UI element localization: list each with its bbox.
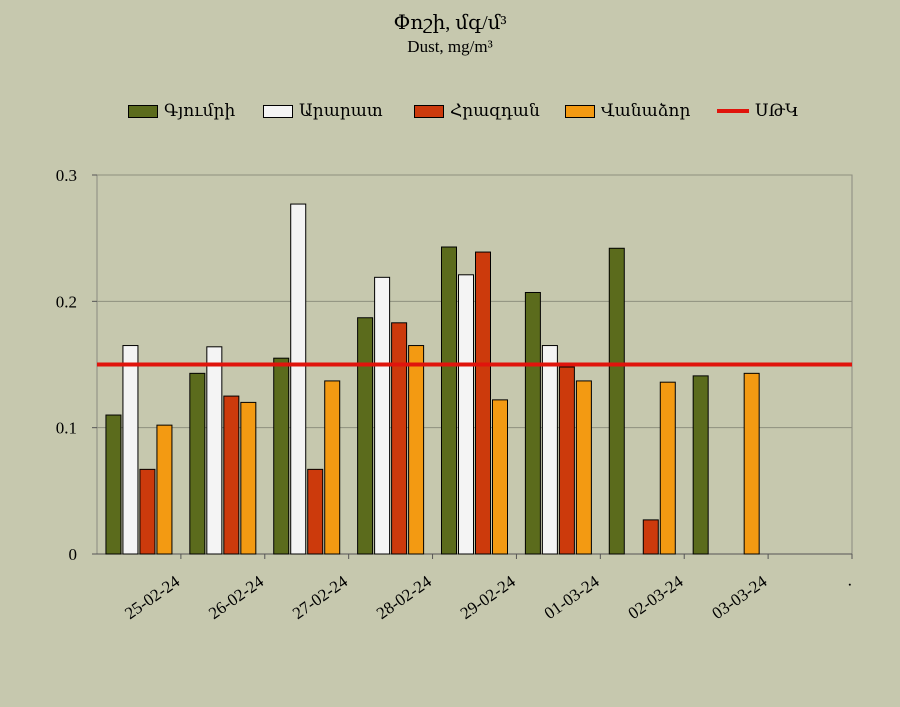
legend-label-series-3: Վանաձոր [601, 101, 691, 120]
legend-item-series-0: Գյումրի [128, 101, 235, 121]
y-tick-label: 0.1 [56, 419, 77, 438]
bar-series-3 [492, 399, 508, 555]
bar-series-1 [374, 276, 391, 555]
bar-series-0 [273, 357, 290, 555]
x-tick-label: 29-02-24 [457, 571, 519, 623]
bar-series-3 [743, 372, 760, 555]
chart-title-block: Փոշի, մգ/մ³ Dust, mg/m³ [0, 10, 900, 58]
x-tick-label: 25-02-24 [121, 571, 183, 623]
bar-series-1 [122, 345, 139, 555]
bar-series-3 [408, 345, 425, 555]
bar-series-2 [558, 366, 575, 555]
x-tick-label: 28-02-24 [373, 571, 435, 623]
legend: Գյումրի Արարատ Հրազդան Վանաձոր ՍԹԿ [0, 101, 900, 123]
bar-series-0 [524, 291, 541, 555]
y-tick-label: 0.3 [56, 166, 77, 185]
chart-subtitle: Dust, mg/m³ [407, 37, 493, 56]
bar-series-2 [475, 251, 491, 555]
legend-swatch-series-0 [128, 104, 158, 118]
bar-series-0 [357, 317, 374, 555]
x-tick-label: 03-03-24 [708, 571, 770, 623]
bar-series-0 [692, 375, 709, 555]
bar-series-1 [458, 274, 474, 555]
bar-series-0 [105, 414, 122, 555]
legend-item-series-3: Վանաձոր [565, 101, 690, 121]
bar-series-0 [608, 247, 625, 555]
legend-item-series-2: Հրազդան [414, 101, 540, 121]
chart-title: Փոշի, մգ/մ³ [393, 12, 507, 34]
legend-swatch-series-2 [414, 104, 444, 118]
x-tick-label: 27-02-24 [289, 571, 351, 623]
y-tick-label: 0.2 [56, 292, 77, 311]
bar-series-3 [575, 380, 592, 555]
legend-item-series-1: Արարատ [263, 101, 383, 121]
bar-series-0 [441, 246, 457, 555]
bar-series-3 [324, 380, 341, 555]
legend-label-series-0: Գյումրի [164, 101, 236, 120]
y-tick-label: 0 [69, 545, 78, 564]
legend-swatch-series-3 [565, 104, 595, 118]
bar-series-2 [139, 468, 156, 555]
bar-series-3 [240, 401, 257, 555]
bar-series-2 [391, 322, 408, 555]
legend-line-reference [717, 109, 749, 113]
x-tick-label: 02-03-24 [625, 571, 687, 623]
x-tick-label: 26-02-24 [205, 571, 267, 623]
legend-swatch-series-1 [263, 104, 293, 118]
bar-series-0 [189, 372, 206, 555]
legend-label-reference-line: ՍԹԿ [755, 101, 799, 120]
bar-series-2 [307, 468, 324, 555]
bar-series-1 [290, 203, 307, 555]
bar-series-3 [659, 381, 676, 555]
legend-label-series-2: Հրազդան [450, 101, 540, 120]
bar-series-1 [206, 346, 223, 555]
x-tick-label: . [840, 572, 854, 590]
legend-label-series-1: Արարատ [299, 101, 383, 120]
bar-series-2 [642, 519, 659, 555]
bar-series-3 [156, 424, 173, 555]
bar-series-2 [223, 395, 240, 555]
legend-item-reference-line: ՍԹԿ [717, 101, 799, 121]
x-tick-label: 01-03-24 [541, 571, 603, 623]
bar-series-1 [541, 345, 558, 555]
